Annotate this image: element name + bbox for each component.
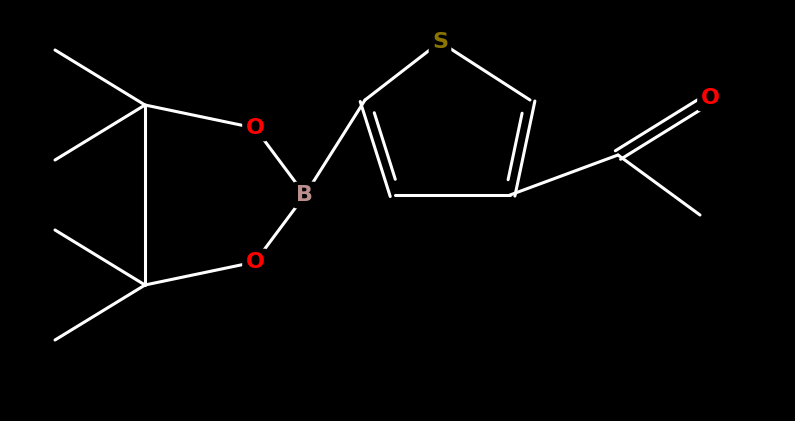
Text: S: S — [432, 32, 448, 52]
Text: O: O — [246, 252, 265, 272]
Text: B: B — [297, 185, 313, 205]
Text: O: O — [246, 118, 265, 138]
Text: O: O — [700, 88, 719, 108]
